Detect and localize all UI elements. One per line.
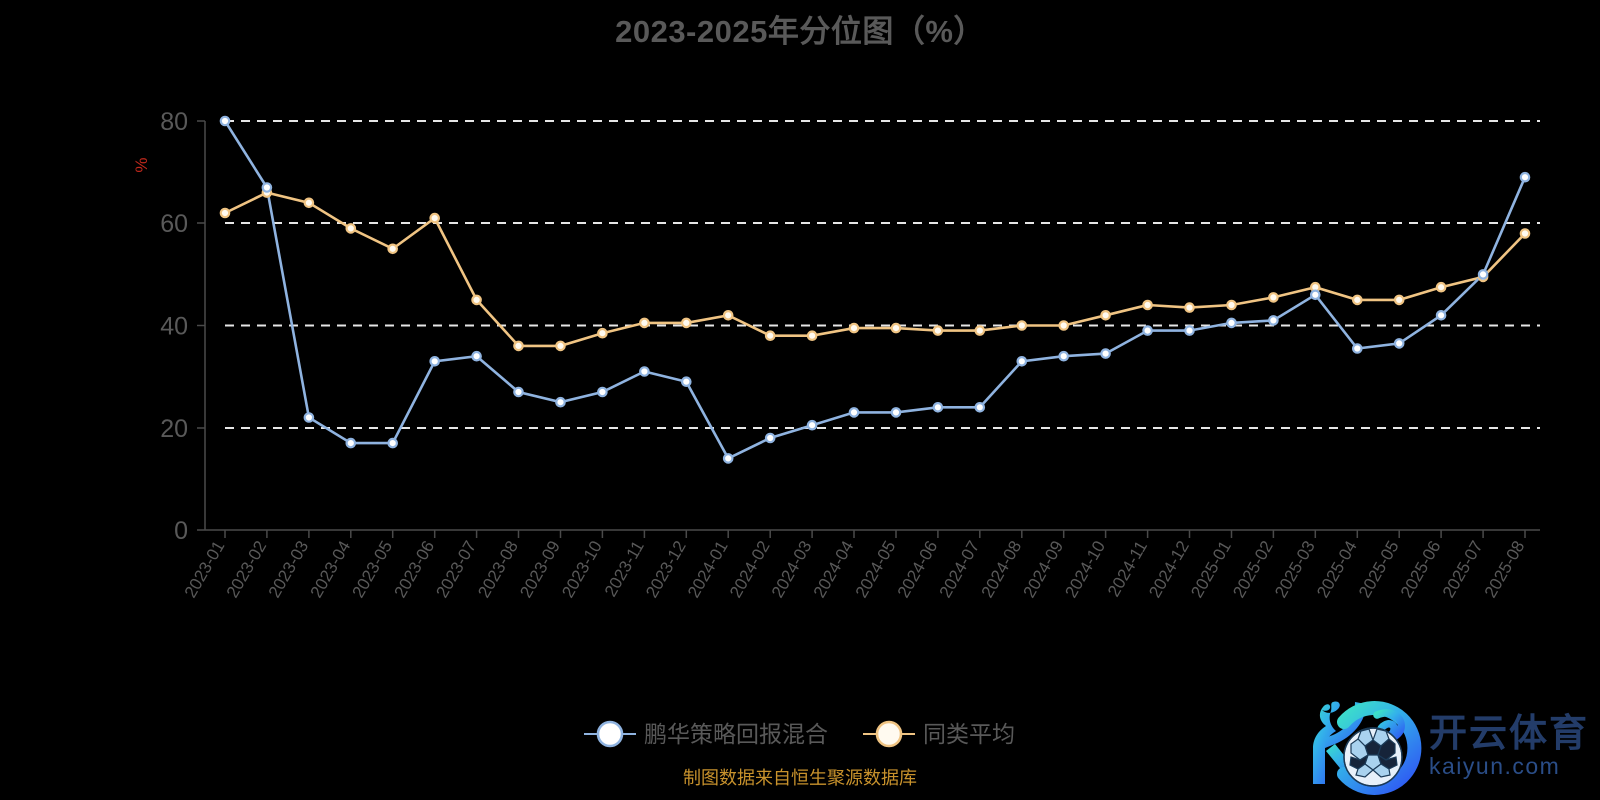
svg-text:80: 80 (160, 108, 188, 136)
svg-text:制图数据来自恒生聚源数据库: 制图数据来自恒生聚源数据库 (683, 768, 917, 788)
svg-text:2025-04: 2025-04 (1313, 538, 1361, 602)
svg-text:2024-01: 2024-01 (684, 538, 732, 602)
svg-text:2025-08: 2025-08 (1481, 538, 1529, 602)
svg-text:2025-05: 2025-05 (1355, 538, 1403, 602)
svg-text:2023-01: 2023-01 (181, 538, 229, 602)
svg-text:2024-11: 2024-11 (1104, 538, 1151, 600)
svg-text:2023-09: 2023-09 (516, 538, 564, 602)
svg-text:60: 60 (160, 210, 188, 238)
svg-text:2023-10: 2023-10 (558, 538, 606, 602)
svg-text:2023-03: 2023-03 (265, 538, 313, 602)
svg-text:开云体育: 开云体育 (1429, 713, 1589, 755)
svg-text:kaiyun.com: kaiyun.com (1429, 753, 1560, 779)
svg-text:2023-06: 2023-06 (391, 538, 439, 602)
svg-text:2024-09: 2024-09 (1020, 538, 1068, 602)
svg-text:2024-10: 2024-10 (1061, 538, 1109, 602)
svg-text:2024-03: 2024-03 (768, 538, 816, 602)
svg-text:2025-06: 2025-06 (1397, 538, 1445, 602)
svg-text:2023-07: 2023-07 (432, 538, 480, 602)
svg-text:2025-01: 2025-01 (1187, 538, 1235, 602)
svg-text:鹏华策略回报混合: 鹏华策略回报混合 (644, 721, 828, 747)
svg-text:2023-11: 2023-11 (601, 538, 648, 600)
svg-text:%: % (132, 157, 151, 172)
svg-text:2024-05: 2024-05 (852, 538, 900, 602)
svg-text:20: 20 (160, 415, 188, 443)
svg-text:2023-04: 2023-04 (307, 538, 355, 602)
svg-text:2025-03: 2025-03 (1271, 538, 1319, 602)
svg-text:2024-07: 2024-07 (936, 538, 984, 602)
svg-text:2025-07: 2025-07 (1439, 538, 1487, 602)
svg-text:2023-12: 2023-12 (642, 538, 690, 602)
svg-text:2024-02: 2024-02 (726, 538, 774, 602)
svg-text:2023-05: 2023-05 (349, 538, 397, 602)
svg-text:2025-02: 2025-02 (1229, 538, 1277, 602)
svg-text:2024-06: 2024-06 (894, 538, 942, 602)
svg-text:同类平均: 同类平均 (923, 721, 1015, 747)
svg-text:40: 40 (160, 313, 188, 341)
svg-text:2024-08: 2024-08 (978, 538, 1026, 602)
svg-text:2024-04: 2024-04 (810, 538, 858, 602)
svg-text:0: 0 (174, 517, 188, 545)
svg-text:2023-02: 2023-02 (223, 538, 271, 602)
svg-text:2023-08: 2023-08 (474, 538, 522, 602)
svg-text:2024-12: 2024-12 (1145, 538, 1193, 602)
